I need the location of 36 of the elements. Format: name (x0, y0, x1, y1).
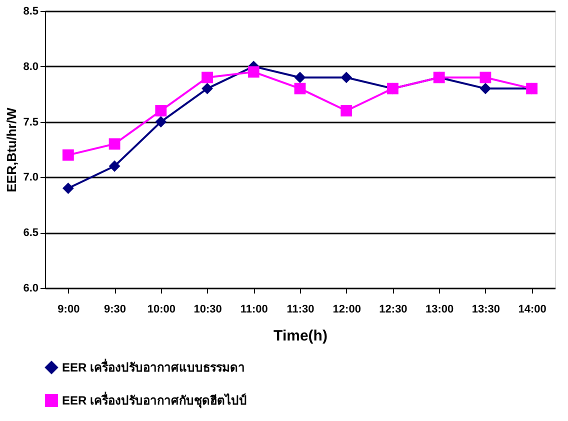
point (108, 138, 120, 150)
y-tick-label: 7.5 (23, 116, 38, 128)
x-tick-label: 10:00 (147, 304, 176, 316)
y-tick-label: 8.0 (23, 60, 38, 73)
point (248, 66, 260, 78)
point (480, 82, 492, 94)
y-axis-title: EER,Btu/hr/W (4, 107, 20, 192)
y-tick-label: 8.5 (23, 6, 38, 18)
point (340, 72, 352, 84)
point (340, 105, 352, 116)
point (62, 182, 74, 194)
legend-label: EER เครื่องปรับอากาศกับชุดฮีตไปป์ (62, 392, 248, 408)
y-tick-label: 6.0 (23, 282, 38, 294)
point (294, 82, 306, 94)
point (202, 82, 213, 94)
point (155, 116, 167, 128)
x-tick-label: 12:30 (379, 304, 408, 316)
x-tick-label: 11:30 (286, 304, 314, 316)
x-tick-label: 13:30 (472, 304, 500, 316)
x-tick-label: 12:00 (332, 304, 361, 316)
point (62, 149, 74, 161)
legend-label: EER เครื่องปรับอากาศแบบธรรมดา (62, 358, 246, 374)
x-tick-label: 11:00 (240, 304, 268, 316)
x-tick-label: 13:00 (426, 304, 454, 316)
x-tick-label: 9:30 (104, 304, 126, 316)
x-tick-label: 10:30 (194, 304, 222, 316)
point (155, 105, 167, 116)
point (294, 72, 306, 84)
point (108, 160, 120, 172)
x-tick-label: 14:00 (518, 304, 546, 316)
y-tick-label: 6.5 (23, 227, 38, 240)
y-tick-label: 7.0 (23, 172, 38, 184)
point (480, 72, 492, 84)
x-tick-label: 9:00 (58, 304, 80, 316)
point (202, 72, 213, 84)
x-axis-title: Time(h) (274, 328, 328, 344)
